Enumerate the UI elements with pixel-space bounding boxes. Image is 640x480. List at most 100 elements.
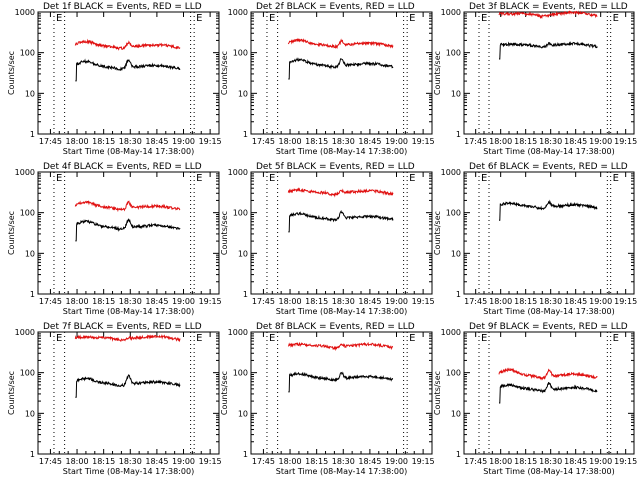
x-tick-label: 18:15 xyxy=(305,457,328,466)
y-tick-label: 1 xyxy=(243,450,248,459)
chart-title: Det 1f BLACK = Events, RED = LLD xyxy=(43,2,202,12)
event-marker-label: E xyxy=(196,333,202,344)
event-marker-label: E xyxy=(409,333,415,344)
x-tick-label: 18:30 xyxy=(539,137,562,146)
x-axis-label: Start Time (08-May-14 17:38:00) xyxy=(276,467,407,476)
x-tick-label: 19:15 xyxy=(614,457,637,466)
x-tick-label: 18:30 xyxy=(332,457,355,466)
x-tick-label: 19:15 xyxy=(614,137,637,146)
x-tick-label: 18:00 xyxy=(489,137,512,146)
x-tick-label: 18:30 xyxy=(332,297,355,306)
x-tick-label: 17:45 xyxy=(252,297,275,306)
x-axis-label: Start Time (08-May-14 17:38:00) xyxy=(276,147,407,156)
x-tick-label: 18:00 xyxy=(66,457,89,466)
x-tick-label: 18:45 xyxy=(145,297,168,306)
x-tick-label: 18:00 xyxy=(489,297,512,306)
x-tick-label: 19:00 xyxy=(385,137,408,146)
x-tick-label: 19:15 xyxy=(412,297,435,306)
series-lld-line xyxy=(498,367,598,381)
y-tick-label: 1 xyxy=(456,290,461,299)
y-axis-label: Counts/sec xyxy=(220,371,229,415)
plot-frame xyxy=(463,171,635,295)
x-tick-label: 18:45 xyxy=(145,457,168,466)
x-axis-label: Start Time (08-May-14 17:38:00) xyxy=(483,307,614,316)
series-events-line xyxy=(288,57,394,80)
series-events-line xyxy=(499,199,598,221)
x-tick-label: 18:45 xyxy=(564,457,587,466)
x-tick-label: 18:00 xyxy=(489,457,512,466)
event-marker-label: E xyxy=(56,13,62,24)
x-tick-label: 19:00 xyxy=(385,457,408,466)
y-tick-label: 1 xyxy=(243,290,248,299)
x-tick-label: 19:15 xyxy=(614,297,637,306)
x-tick-label: 19:00 xyxy=(172,297,195,306)
x-tick-label: 19:00 xyxy=(589,457,612,466)
series-lld-line xyxy=(74,200,181,213)
x-tick-label: 18:00 xyxy=(66,137,89,146)
y-axis-label: Counts/sec xyxy=(7,371,16,415)
y-tick-label: 10 xyxy=(451,89,461,98)
plot-frame xyxy=(37,11,220,135)
y-tick-label: 10 xyxy=(25,409,35,418)
x-axis-label: Start Time (08-May-14 17:38:00) xyxy=(63,307,194,316)
x-tick-label: 18:45 xyxy=(564,137,587,146)
event-marker-label: E xyxy=(613,173,619,184)
series-events-line xyxy=(288,209,394,233)
event-marker-label: E xyxy=(481,13,487,24)
y-tick-label: 1000 xyxy=(228,328,248,337)
y-tick-label: 1000 xyxy=(228,168,248,177)
x-tick-label: 18:45 xyxy=(145,137,168,146)
x-tick-label: 17:45 xyxy=(39,137,62,146)
y-tick-label: 1 xyxy=(456,450,461,459)
event-marker-label: E xyxy=(56,333,62,344)
y-tick-label: 1000 xyxy=(441,168,461,177)
series-events-line xyxy=(75,218,181,242)
y-axis-label: Counts/sec xyxy=(433,51,442,95)
chart-panel-6: Det 6f BLACK = Events, RED = LLD 1 10 100 10… xyxy=(433,162,637,316)
y-tick-label: 10 xyxy=(238,89,248,98)
x-tick-label: 17:45 xyxy=(252,137,275,146)
y-tick-label: 10 xyxy=(238,409,248,418)
y-tick-label: 10 xyxy=(25,89,35,98)
x-tick-label: 18:00 xyxy=(66,297,89,306)
y-tick-label: 10 xyxy=(25,249,35,258)
y-tick-label: 1 xyxy=(243,130,248,139)
x-axis-label: Start Time (08-May-14 17:38:00) xyxy=(483,147,614,156)
x-tick-label: 19:15 xyxy=(412,137,435,146)
y-axis-label: Counts/sec xyxy=(7,51,16,95)
chart-panel-9: Det 9f BLACK = Events, RED = LLD 1 10 100 10… xyxy=(433,322,637,476)
x-tick-label: 18:45 xyxy=(358,297,381,306)
y-tick-label: 100 xyxy=(446,49,461,58)
y-tick-label: 1 xyxy=(456,130,461,139)
x-tick-label: 18:45 xyxy=(358,137,381,146)
event-marker-label: E xyxy=(613,13,619,24)
y-tick-label: 10 xyxy=(238,249,248,258)
y-axis-label: Counts/sec xyxy=(220,211,229,255)
plot-frame xyxy=(463,331,635,455)
x-tick-label: 18:30 xyxy=(119,137,142,146)
x-tick-label: 18:15 xyxy=(92,297,115,306)
x-tick-label: 19:15 xyxy=(199,297,222,306)
chart-panel-1: Det 1f BLACK = Events, RED = LLD 1 10 100 10… xyxy=(7,2,222,156)
x-tick-label: 17:45 xyxy=(39,457,62,466)
y-tick-label: 1 xyxy=(30,450,35,459)
chart-panel-7: Det 7f BLACK = Events, RED = LLD 1 10 100 10… xyxy=(7,322,222,476)
y-tick-label: 100 xyxy=(20,209,35,218)
plot-frame xyxy=(37,331,220,455)
x-tick-label: 17:45 xyxy=(252,457,275,466)
series-events-line xyxy=(75,374,181,398)
series-events-line xyxy=(75,58,181,82)
y-tick-label: 1000 xyxy=(228,8,248,17)
series-lld-line xyxy=(287,37,394,50)
x-tick-label: 18:45 xyxy=(564,297,587,306)
chart-title: Det 7f BLACK = Events, RED = LLD xyxy=(43,322,202,332)
x-tick-label: 18:30 xyxy=(539,297,562,306)
chart-title: Det 5f BLACK = Events, RED = LLD xyxy=(256,162,415,172)
x-tick-label: 17:45 xyxy=(464,297,487,306)
chart-panel-8: Det 8f BLACK = Events, RED = LLD 1 10 100 10… xyxy=(220,322,435,476)
x-tick-label: 18:15 xyxy=(305,137,328,146)
chart-panel-5: Det 5f BLACK = Events, RED = LLD 1 10 100 10… xyxy=(220,162,435,316)
plot-frame xyxy=(250,171,433,295)
